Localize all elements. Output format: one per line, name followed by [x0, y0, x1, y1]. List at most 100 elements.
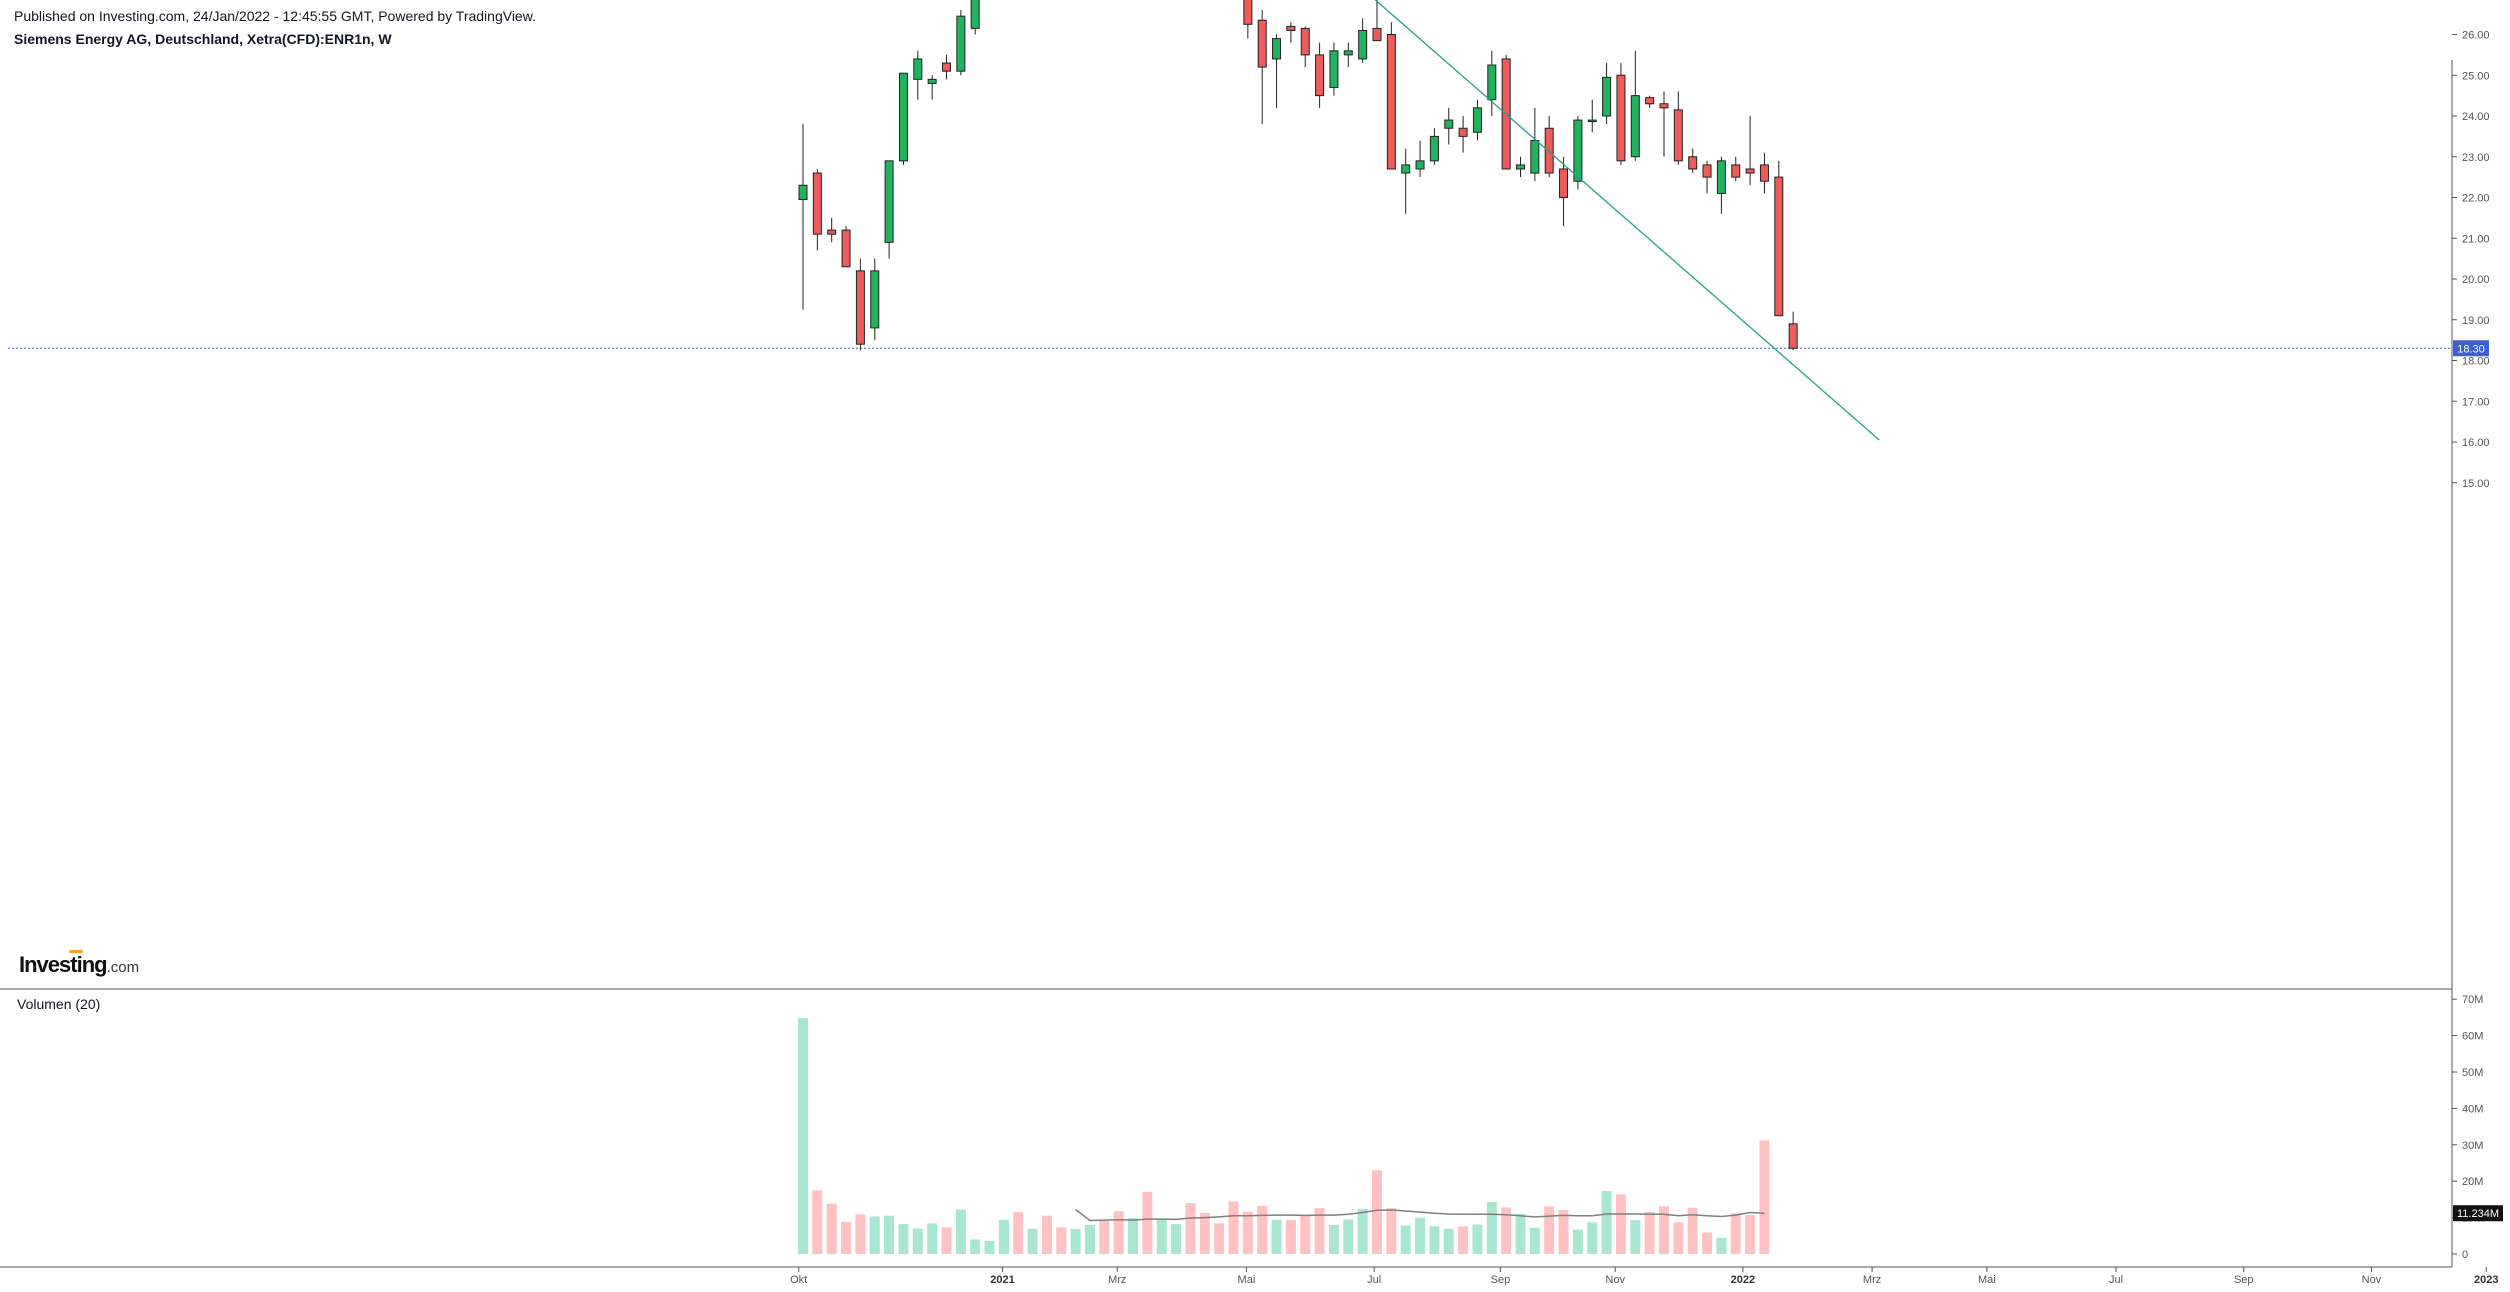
- axis-badges: 18.30 11.234M: [2453, 340, 2503, 1222]
- price-tick-label: 24.00: [2462, 111, 2490, 123]
- candle-up: [1415, 160, 1425, 170]
- candle-up: [1516, 164, 1525, 170]
- volume-bars: [798, 1018, 1770, 1254]
- volume-bar: [1572, 1229, 1583, 1254]
- volume-bar: [1458, 1226, 1469, 1254]
- current-price-badge-label: 18.30: [2457, 343, 2485, 355]
- candle-down: [855, 270, 865, 345]
- volume-bar: [1041, 1215, 1052, 1254]
- volume-tick-label: 30M: [2462, 1140, 2483, 1152]
- volume-bar: [869, 1216, 880, 1254]
- candle-up: [1358, 29, 1368, 60]
- volume-bar: [970, 1239, 981, 1254]
- volume-bar: [1659, 1206, 1669, 1254]
- volume-bar: [1199, 1212, 1210, 1254]
- time-tick-label: Mrz: [1863, 1274, 1881, 1286]
- volume-tick-label: 20M: [2462, 1176, 2483, 1188]
- candle-down: [1688, 156, 1698, 170]
- time-tick-label: Sep: [1491, 1274, 1511, 1286]
- volume-bar: [1673, 1222, 1684, 1254]
- instrument-title: Siemens Energy AG, Deutschland, Xetra(CF…: [14, 31, 392, 47]
- time-axis: Okt 2021 Mrz Mai Jul Sep Nov 2022 Mrz Mai Jul Sep No…: [790, 1267, 2498, 1286]
- volume-bar: [1587, 1222, 1598, 1254]
- volume-bar: [1372, 1170, 1382, 1254]
- volume-bar: [1113, 1211, 1124, 1254]
- price-tick-label: 27.00: [2462, 0, 2490, 1]
- volume-bar: [1515, 1213, 1526, 1254]
- candle-up: [870, 270, 880, 329]
- price-tick-label: 25.00: [2462, 70, 2490, 82]
- volume-bar: [841, 1221, 852, 1254]
- candle-down: [812, 172, 822, 235]
- volume-tick-label: 0: [2462, 1249, 2468, 1261]
- candle-down: [1759, 164, 1769, 182]
- candles: [798, 0, 1798, 351]
- volume-bar: [1687, 1207, 1698, 1254]
- candle-up: [1602, 76, 1612, 117]
- volume-bar: [855, 1214, 866, 1254]
- candle-down: [1300, 27, 1310, 56]
- volume-bar: [1601, 1191, 1612, 1254]
- volume-bar: [927, 1223, 938, 1254]
- volume-bar: [1472, 1224, 1483, 1254]
- candle-down: [827, 229, 837, 235]
- volume-bar: [1644, 1211, 1655, 1254]
- candle-up: [1530, 139, 1540, 174]
- price-tick-label: 18.00: [2462, 356, 2490, 368]
- price-tick-label: 22.00: [2462, 193, 2490, 205]
- candle-down: [1616, 74, 1626, 162]
- candle-up: [1573, 119, 1583, 182]
- volume-bar: [1558, 1209, 1569, 1254]
- candle-down: [1386, 34, 1396, 170]
- volume-bar: [1529, 1227, 1540, 1254]
- volume-bar: [941, 1227, 952, 1254]
- candle-up: [1401, 164, 1411, 174]
- candle-up: [1472, 107, 1482, 133]
- volume-bar: [1716, 1237, 1727, 1254]
- volume-ma-line: [1075, 1209, 1765, 1222]
- candle-down: [1243, 0, 1253, 25]
- volume-bar: [1070, 1228, 1081, 1254]
- volume-bar: [1314, 1208, 1325, 1254]
- candle-up: [1329, 50, 1339, 88]
- volume-bar: [1242, 1211, 1253, 1254]
- candle-up: [1429, 135, 1439, 162]
- time-tick-label: Jul: [1367, 1274, 1381, 1286]
- trendline[interactable]: [1018, 0, 1880, 441]
- logo-suffix: .com: [106, 959, 140, 976]
- current-price-badge: [2453, 340, 2489, 357]
- volume-ma-badge: [2453, 1205, 2503, 1222]
- volume-bar: [1759, 1140, 1770, 1254]
- logo-brand: Investing: [19, 952, 108, 977]
- volume-bar: [1128, 1217, 1139, 1254]
- volume-bar: [1257, 1205, 1268, 1254]
- candle-up: [1587, 119, 1597, 123]
- time-tick-label: Nov: [1605, 1274, 1625, 1286]
- candle-up: [927, 78, 937, 84]
- volume-ma: [1075, 1209, 1765, 1222]
- price-tick-label: 15.00: [2462, 478, 2490, 490]
- price-tick-label: 21.00: [2462, 233, 2490, 245]
- volume-tick-label: 70M: [2462, 994, 2483, 1006]
- trendline-group[interactable]: [1018, 0, 1880, 441]
- candle-up: [913, 58, 923, 80]
- time-tick-label: Sep: [2234, 1274, 2254, 1286]
- time-tick-label: 2021: [990, 1274, 1014, 1286]
- candle-up: [970, 0, 980, 29]
- volume-bar: [1501, 1207, 1512, 1254]
- axes-frame: [0, 60, 2453, 1268]
- time-tick-label: Okt: [790, 1274, 807, 1286]
- volume-bar: [1099, 1220, 1110, 1254]
- published-line: Published on Investing.com, 24/Jan/2022 …: [14, 8, 536, 24]
- volume-bar: [955, 1209, 966, 1254]
- volume-bar: [898, 1224, 909, 1254]
- volume-bar: [1214, 1223, 1225, 1254]
- volume-ma-badge-label: 11.234M: [2457, 1208, 2499, 1220]
- volume-bar: [1730, 1213, 1741, 1254]
- candle-down: [942, 62, 951, 72]
- volume-bar: [1357, 1208, 1368, 1254]
- candle-down: [1659, 103, 1669, 109]
- candle-down: [1788, 323, 1798, 349]
- candle-down: [1673, 109, 1683, 162]
